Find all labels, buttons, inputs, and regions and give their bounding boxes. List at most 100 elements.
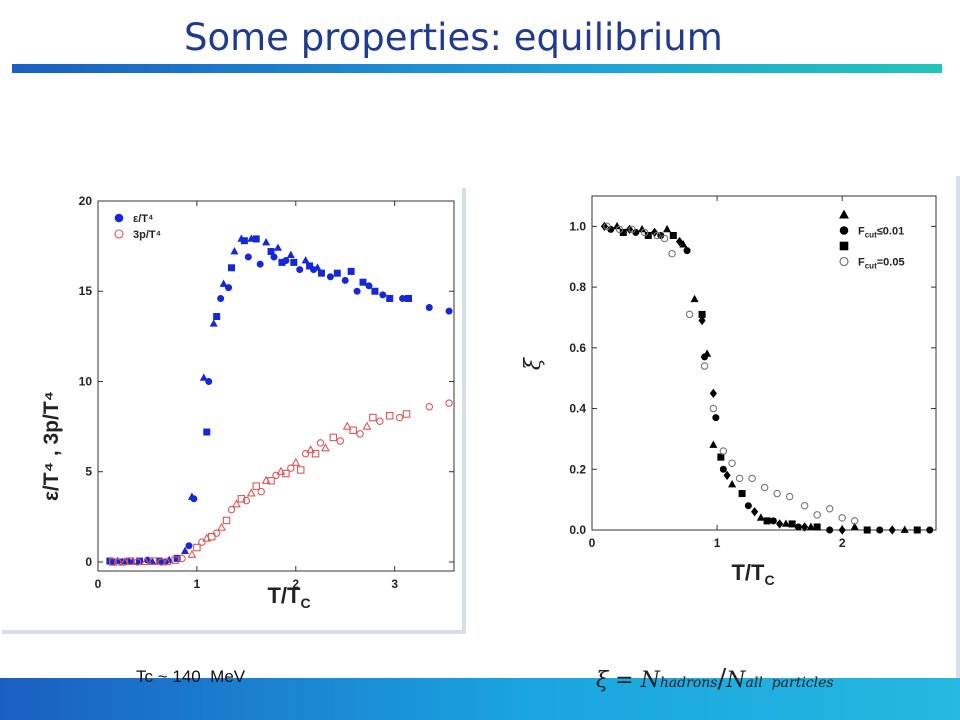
data-point bbox=[306, 445, 316, 454]
data-point bbox=[120, 556, 130, 566]
data-point bbox=[776, 519, 784, 529]
data-point bbox=[763, 517, 771, 525]
y-tick-label: 0.0 bbox=[569, 523, 586, 537]
data-point bbox=[282, 469, 290, 478]
data-point bbox=[301, 449, 310, 458]
data-point bbox=[126, 557, 135, 565]
data-point bbox=[628, 225, 636, 234]
data-point bbox=[600, 221, 609, 232]
data-point bbox=[709, 388, 717, 399]
data-point bbox=[237, 495, 246, 503]
data-point bbox=[668, 249, 676, 258]
data-point bbox=[405, 294, 413, 302]
data-point bbox=[794, 523, 802, 531]
legend-label: 3p/T⁴ bbox=[133, 229, 161, 241]
formula-slash: / bbox=[717, 664, 727, 694]
data-point bbox=[876, 526, 884, 534]
data-point bbox=[838, 514, 846, 522]
data-point bbox=[926, 526, 934, 534]
data-point bbox=[173, 554, 181, 562]
data-point bbox=[252, 482, 260, 490]
data-point bbox=[171, 556, 179, 564]
y-tick-label: 0.6 bbox=[569, 341, 586, 355]
data-point bbox=[751, 507, 759, 517]
data-point bbox=[225, 284, 233, 292]
formula-equals: = bbox=[615, 668, 634, 693]
data-point bbox=[320, 443, 330, 452]
data-point bbox=[222, 516, 231, 525]
data-point bbox=[296, 266, 304, 274]
data-point bbox=[703, 349, 712, 357]
data-point bbox=[276, 466, 286, 475]
formula-numerator-sub: hadrons bbox=[659, 675, 718, 691]
data-point bbox=[756, 513, 765, 521]
data-point bbox=[445, 307, 453, 315]
data-point bbox=[728, 479, 737, 488]
data-point bbox=[669, 231, 677, 239]
data-point bbox=[813, 523, 821, 531]
legend-marker bbox=[114, 229, 124, 239]
data-point bbox=[185, 542, 193, 550]
data-point bbox=[863, 526, 871, 534]
plot-frame bbox=[591, 195, 937, 531]
data-point bbox=[227, 505, 236, 514]
data-point bbox=[180, 546, 190, 555]
data-point bbox=[744, 502, 752, 510]
data-point bbox=[240, 237, 248, 245]
data-point bbox=[109, 558, 117, 566]
data-point bbox=[826, 526, 834, 534]
data-point bbox=[402, 410, 411, 418]
data-point bbox=[717, 453, 725, 461]
x-tick-label: 1 bbox=[194, 577, 201, 591]
y-axis-label: ξ bbox=[521, 356, 546, 370]
data-point bbox=[333, 269, 341, 277]
hadron-fraction-chart: 0 1 2 0.0 0.2 0.4 0.6 0.8 1.0 Fcut≤0.01 Fcut=0.05… bbox=[521, 195, 937, 588]
data-point bbox=[256, 260, 264, 268]
data-point bbox=[685, 310, 694, 319]
data-point bbox=[399, 294, 407, 302]
data-point bbox=[709, 404, 718, 413]
data-point bbox=[193, 543, 201, 552]
data-point bbox=[349, 426, 357, 434]
data-point bbox=[316, 439, 325, 447]
data-point bbox=[760, 483, 769, 492]
data-point bbox=[246, 488, 256, 497]
xi-definition-formula: ξ = Nhadrons/Nall particles bbox=[596, 664, 834, 694]
data-point bbox=[149, 557, 158, 565]
x-tick-label: 0 bbox=[95, 577, 102, 591]
data-point bbox=[773, 489, 781, 498]
data-point bbox=[317, 269, 325, 277]
legend-marker bbox=[114, 213, 124, 223]
data-point bbox=[660, 234, 669, 243]
data-point bbox=[207, 532, 216, 541]
y-tick-label: 10 bbox=[79, 374, 93, 388]
y-tick-label: 5 bbox=[85, 465, 92, 479]
data-point bbox=[445, 399, 453, 407]
data-point bbox=[371, 287, 379, 295]
data-point bbox=[205, 377, 213, 385]
data-point bbox=[219, 279, 228, 287]
data-point bbox=[231, 499, 241, 508]
data-point bbox=[273, 243, 283, 251]
data-point bbox=[735, 474, 744, 483]
data-point bbox=[806, 522, 815, 530]
data-point bbox=[800, 501, 809, 510]
data-point bbox=[379, 291, 387, 299]
data-point bbox=[296, 466, 305, 474]
data-point bbox=[203, 428, 211, 436]
data-point bbox=[162, 556, 172, 566]
data-point bbox=[133, 558, 142, 566]
y-tick-label: 0.4 bbox=[569, 402, 586, 416]
data-point bbox=[244, 253, 252, 261]
data-point bbox=[141, 556, 150, 566]
data-point bbox=[679, 240, 688, 248]
data-point bbox=[262, 238, 271, 246]
legend-label: Fcut≤0.01 bbox=[858, 226, 904, 240]
data-point bbox=[267, 477, 275, 485]
data-point bbox=[114, 558, 122, 566]
data-point bbox=[813, 511, 821, 519]
data-point bbox=[385, 412, 394, 420]
formula-numerator: N bbox=[640, 668, 660, 693]
x-tick-label: 0 bbox=[589, 536, 596, 550]
data-point bbox=[178, 554, 186, 563]
